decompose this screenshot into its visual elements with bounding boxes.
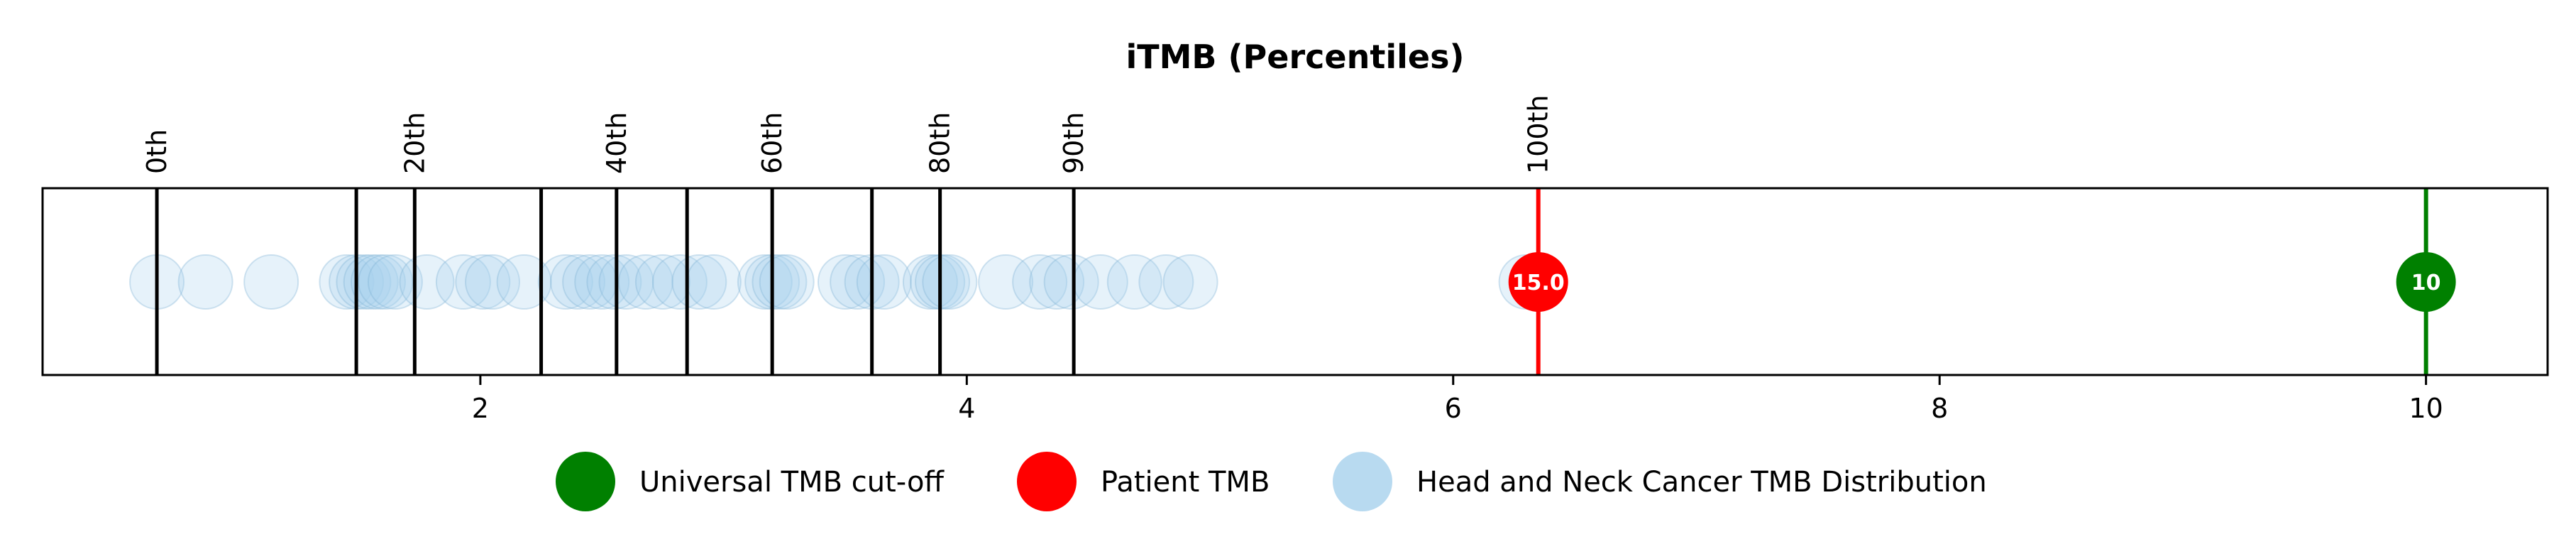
- distribution-point: [651, 254, 708, 310]
- percentile-label: 40th: [601, 112, 632, 174]
- distribution-point: [1138, 254, 1194, 310]
- x-tick-label: 6: [1445, 393, 1462, 424]
- legend-marker: [556, 452, 615, 511]
- distribution-point: [922, 254, 978, 310]
- distribution-point: [910, 254, 966, 310]
- distribution-point: [1162, 254, 1218, 310]
- legend-label: Head and Neck Cancer TMB Distribution: [1416, 466, 1987, 499]
- distribution-point: [978, 254, 1034, 310]
- distribution-point: [435, 254, 491, 310]
- distribution-point: [915, 254, 971, 310]
- legend-marker: [1333, 452, 1392, 511]
- distribution-point: [496, 254, 552, 310]
- distribution-point: [737, 254, 793, 310]
- x-tick-label: 2: [472, 393, 489, 424]
- distribution-point: [319, 254, 375, 310]
- legend-label: Universal TMB cut-off: [639, 466, 945, 499]
- distribution-point: [1029, 254, 1085, 310]
- percentile-label: 100th: [1523, 94, 1554, 174]
- marker-layer: 15.0 10: [1508, 188, 2456, 375]
- distribution-point: [243, 254, 299, 310]
- cutoff-value-label: 10: [2411, 271, 2441, 295]
- x-axis-ticks: 2 4 6 8 10: [472, 375, 2443, 424]
- distribution-layer: [129, 254, 1554, 310]
- distribution-point: [617, 254, 673, 310]
- patient-tmb-value-label: 15.0: [1512, 271, 1565, 295]
- distribution-point: [634, 254, 690, 310]
- percentile-label: 0th: [141, 129, 172, 174]
- distribution-point: [177, 254, 233, 310]
- legend: Universal TMB cut-off Patient TMB Head and…: [556, 452, 1987, 511]
- plot-frame: [41, 187, 2549, 376]
- distribution-point: [686, 254, 742, 310]
- distribution-point: [358, 254, 414, 310]
- distribution-point: [455, 254, 511, 310]
- percentile-lines-layer: 0th 20th 40th 60th 80th 90th 100th: [141, 94, 1554, 375]
- distribution-point: [1106, 254, 1162, 310]
- percentile-label: 80th: [925, 112, 956, 174]
- percentile-label: 20th: [399, 112, 430, 174]
- patient-tmb-marker: [1508, 252, 1568, 312]
- distribution-point: [759, 254, 815, 310]
- distribution-point: [336, 254, 392, 310]
- distribution-point: [350, 254, 406, 310]
- distribution-point: [537, 254, 593, 310]
- distribution-point: [465, 254, 521, 310]
- legend-label: Patient TMB: [1101, 466, 1270, 499]
- x-tick-label: 10: [2409, 393, 2443, 424]
- distribution-point: [586, 254, 642, 310]
- legend-marker: [1017, 452, 1077, 511]
- x-tick-label: 4: [958, 393, 975, 424]
- distribution-point: [367, 254, 423, 310]
- distribution-point: [549, 254, 605, 310]
- percentile-label: 60th: [756, 112, 788, 174]
- distribution-point: [902, 254, 958, 310]
- chart-title: iTMB (Percentiles): [1126, 38, 1465, 76]
- distribution-point: [1012, 254, 1068, 310]
- distribution-point: [598, 254, 654, 310]
- cutoff-marker: [2396, 252, 2456, 312]
- distribution-point: [752, 254, 808, 310]
- percentile-label: 90th: [1058, 112, 1089, 174]
- x-tick-label: 8: [1931, 393, 1948, 424]
- distribution-point: [1043, 254, 1099, 310]
